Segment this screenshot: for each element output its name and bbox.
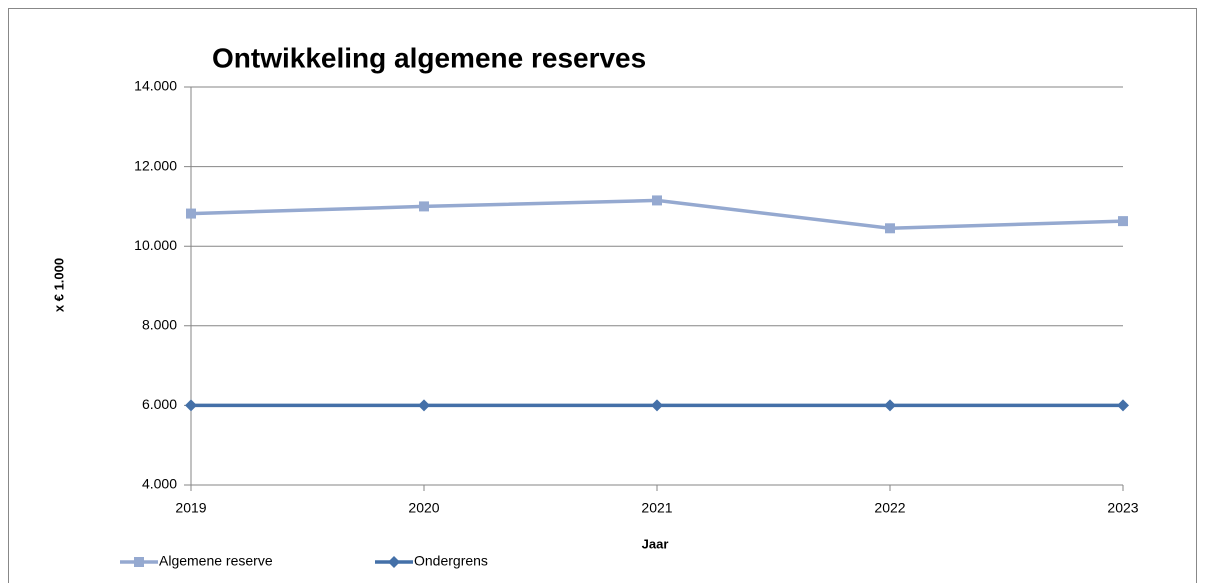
x-tick-label: 2019	[175, 500, 206, 516]
legend-marker	[388, 556, 400, 568]
y-tick-label: 10.000	[134, 237, 177, 253]
chart-frame	[8, 8, 1197, 583]
y-tick-label: 12.000	[134, 157, 177, 173]
y-tick-label: 4.000	[142, 476, 177, 492]
data-point	[651, 399, 663, 412]
y-tick-label: 14.000	[134, 78, 177, 94]
x-tick-label: 2023	[1107, 500, 1138, 516]
data-point	[419, 201, 429, 212]
legend-label: Ondergrens	[414, 553, 488, 569]
data-point	[652, 195, 662, 206]
x-tick-label: 2020	[408, 500, 439, 516]
x-axis-title: Jaar	[642, 536, 669, 551]
x-tick-label: 2021	[641, 500, 672, 516]
data-point	[186, 208, 196, 219]
data-point	[418, 399, 430, 412]
x-tick-label: 2022	[874, 500, 905, 516]
y-axis-title: x € 1.000	[51, 258, 66, 312]
y-tick-label: 8.000	[142, 317, 177, 333]
legend-marker	[134, 557, 144, 567]
y-tick-label: 6.000	[142, 396, 177, 412]
data-point	[185, 399, 197, 412]
data-point	[884, 399, 896, 412]
legend-label: Algemene reserve	[159, 553, 273, 569]
data-point	[885, 223, 895, 234]
data-point	[1117, 399, 1129, 412]
data-point	[1118, 216, 1128, 227]
chart-title: Ontwikkeling algemene reserves	[212, 42, 646, 73]
